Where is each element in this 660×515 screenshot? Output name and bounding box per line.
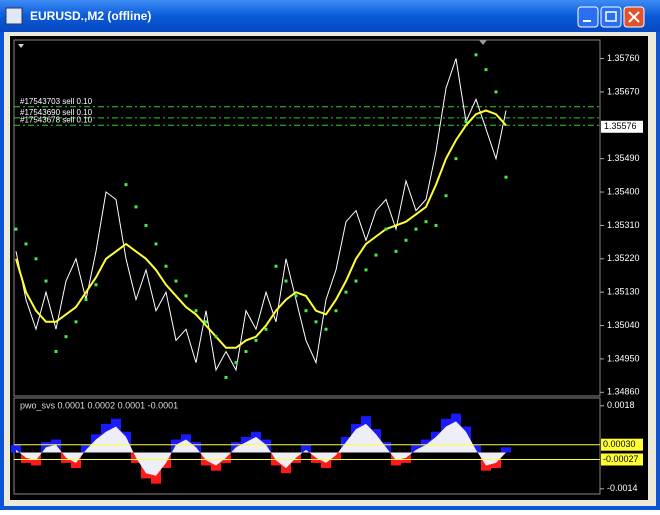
signal-dot xyxy=(174,279,178,283)
signal-dot xyxy=(284,279,288,283)
indicator-bar xyxy=(81,444,91,453)
y-tick-label: 1.35040 xyxy=(607,320,640,330)
maximize-button[interactable] xyxy=(600,6,622,28)
signal-dot xyxy=(134,205,138,209)
signal-dot xyxy=(374,253,378,257)
signal-dot xyxy=(314,320,318,324)
signal-dot xyxy=(254,338,258,342)
y-tick-label: 1.35490 xyxy=(607,153,640,163)
level-box xyxy=(601,453,643,466)
signal-dot xyxy=(14,227,18,231)
signal-dot xyxy=(384,227,388,231)
y-tick-label: 1.35760 xyxy=(607,53,640,63)
minimize-button[interactable] xyxy=(577,6,599,28)
level-label: 0.00030 xyxy=(603,439,636,449)
signal-dot xyxy=(344,290,348,294)
indicator-bar xyxy=(471,444,481,453)
window-icon[interactable] xyxy=(5,7,23,25)
last-price-box xyxy=(601,120,643,133)
signal-dot xyxy=(494,90,498,94)
signal-dot xyxy=(294,294,298,298)
y-tick-label: 1.35400 xyxy=(607,186,640,196)
signal-dot xyxy=(94,283,98,287)
y-tick-label: 1.35130 xyxy=(607,287,640,297)
signal-dot xyxy=(454,157,458,161)
signal-dot xyxy=(504,175,508,179)
signal-dot xyxy=(434,223,438,227)
signal-dot xyxy=(354,279,358,283)
signal-dot xyxy=(424,220,428,224)
signal-dot xyxy=(124,183,128,187)
menu-marker[interactable] xyxy=(18,44,24,48)
indicator-bar xyxy=(301,444,311,453)
main-plot-frame xyxy=(13,39,601,397)
signal-dot xyxy=(264,327,268,331)
indicator-title: pwo_svs 0.0001 0.0002 0.0001 -0.0001 xyxy=(20,400,178,410)
signal-dot xyxy=(44,279,48,283)
indicator-bar xyxy=(411,444,421,453)
signal-dot xyxy=(54,350,58,353)
signal-dot xyxy=(364,268,368,272)
indicator-area xyxy=(16,421,506,476)
signal-dot xyxy=(144,223,148,227)
level-box xyxy=(601,438,643,451)
signal-dot xyxy=(64,335,68,339)
signal-dot xyxy=(334,309,338,313)
last-price-label: 1.35576 xyxy=(604,121,637,131)
signal-dot xyxy=(184,294,188,298)
indicator-bar xyxy=(231,442,241,453)
y-tick-label: 1.34860 xyxy=(607,387,640,397)
signal-dot xyxy=(24,242,28,246)
y-tick-label: 1.35670 xyxy=(607,86,640,96)
y-tick-label: 1.34950 xyxy=(607,353,640,363)
order-label: #17543678 sell 0.10 xyxy=(20,115,93,124)
indicator-bar xyxy=(381,442,391,453)
signal-dot xyxy=(234,361,238,365)
price-line xyxy=(15,58,507,372)
order-label: #17543690 sell 0.10 xyxy=(20,108,93,117)
signal-dot xyxy=(224,375,228,379)
indicator-bar xyxy=(501,447,511,453)
shift-marker xyxy=(479,40,487,45)
signal-dot xyxy=(274,264,278,268)
signal-dot xyxy=(154,242,158,246)
signal-dot xyxy=(204,320,208,324)
signal-dot xyxy=(484,68,488,72)
indicator-bar xyxy=(11,444,21,453)
order-label: #17543703 sell 0.10 xyxy=(20,97,93,106)
signal-dot xyxy=(404,238,408,242)
close-icon xyxy=(628,11,640,23)
y-tick-label: -0.0014 xyxy=(607,483,638,493)
level-label: -0.00027 xyxy=(603,454,639,464)
moving-average xyxy=(15,109,507,349)
indicator-bar xyxy=(191,442,201,453)
signal-dot xyxy=(444,194,448,198)
y-tick-label: 1.35310 xyxy=(607,220,640,230)
signal-dot xyxy=(414,227,418,231)
indicator-bar xyxy=(331,452,341,461)
signal-dot xyxy=(394,249,398,253)
signal-dot xyxy=(244,350,248,353)
y-tick-label: 0.0018 xyxy=(607,400,635,410)
indicator-bar xyxy=(41,442,51,453)
signal-dot xyxy=(164,264,168,268)
signal-dot xyxy=(194,309,198,313)
title-bar xyxy=(0,0,660,32)
y-tick-label: 1.35220 xyxy=(607,253,640,263)
signal-dot xyxy=(304,309,308,313)
signal-dot xyxy=(34,257,38,261)
signal-dot xyxy=(74,320,78,324)
signal-dot xyxy=(474,53,478,57)
maximize-icon xyxy=(605,11,617,22)
signal-dot xyxy=(324,327,328,331)
signal-dot xyxy=(84,298,88,302)
signal-dot xyxy=(464,120,468,124)
signal-dot xyxy=(214,335,218,339)
window-title: EURUSD.,M2 (offline) xyxy=(30,9,151,23)
